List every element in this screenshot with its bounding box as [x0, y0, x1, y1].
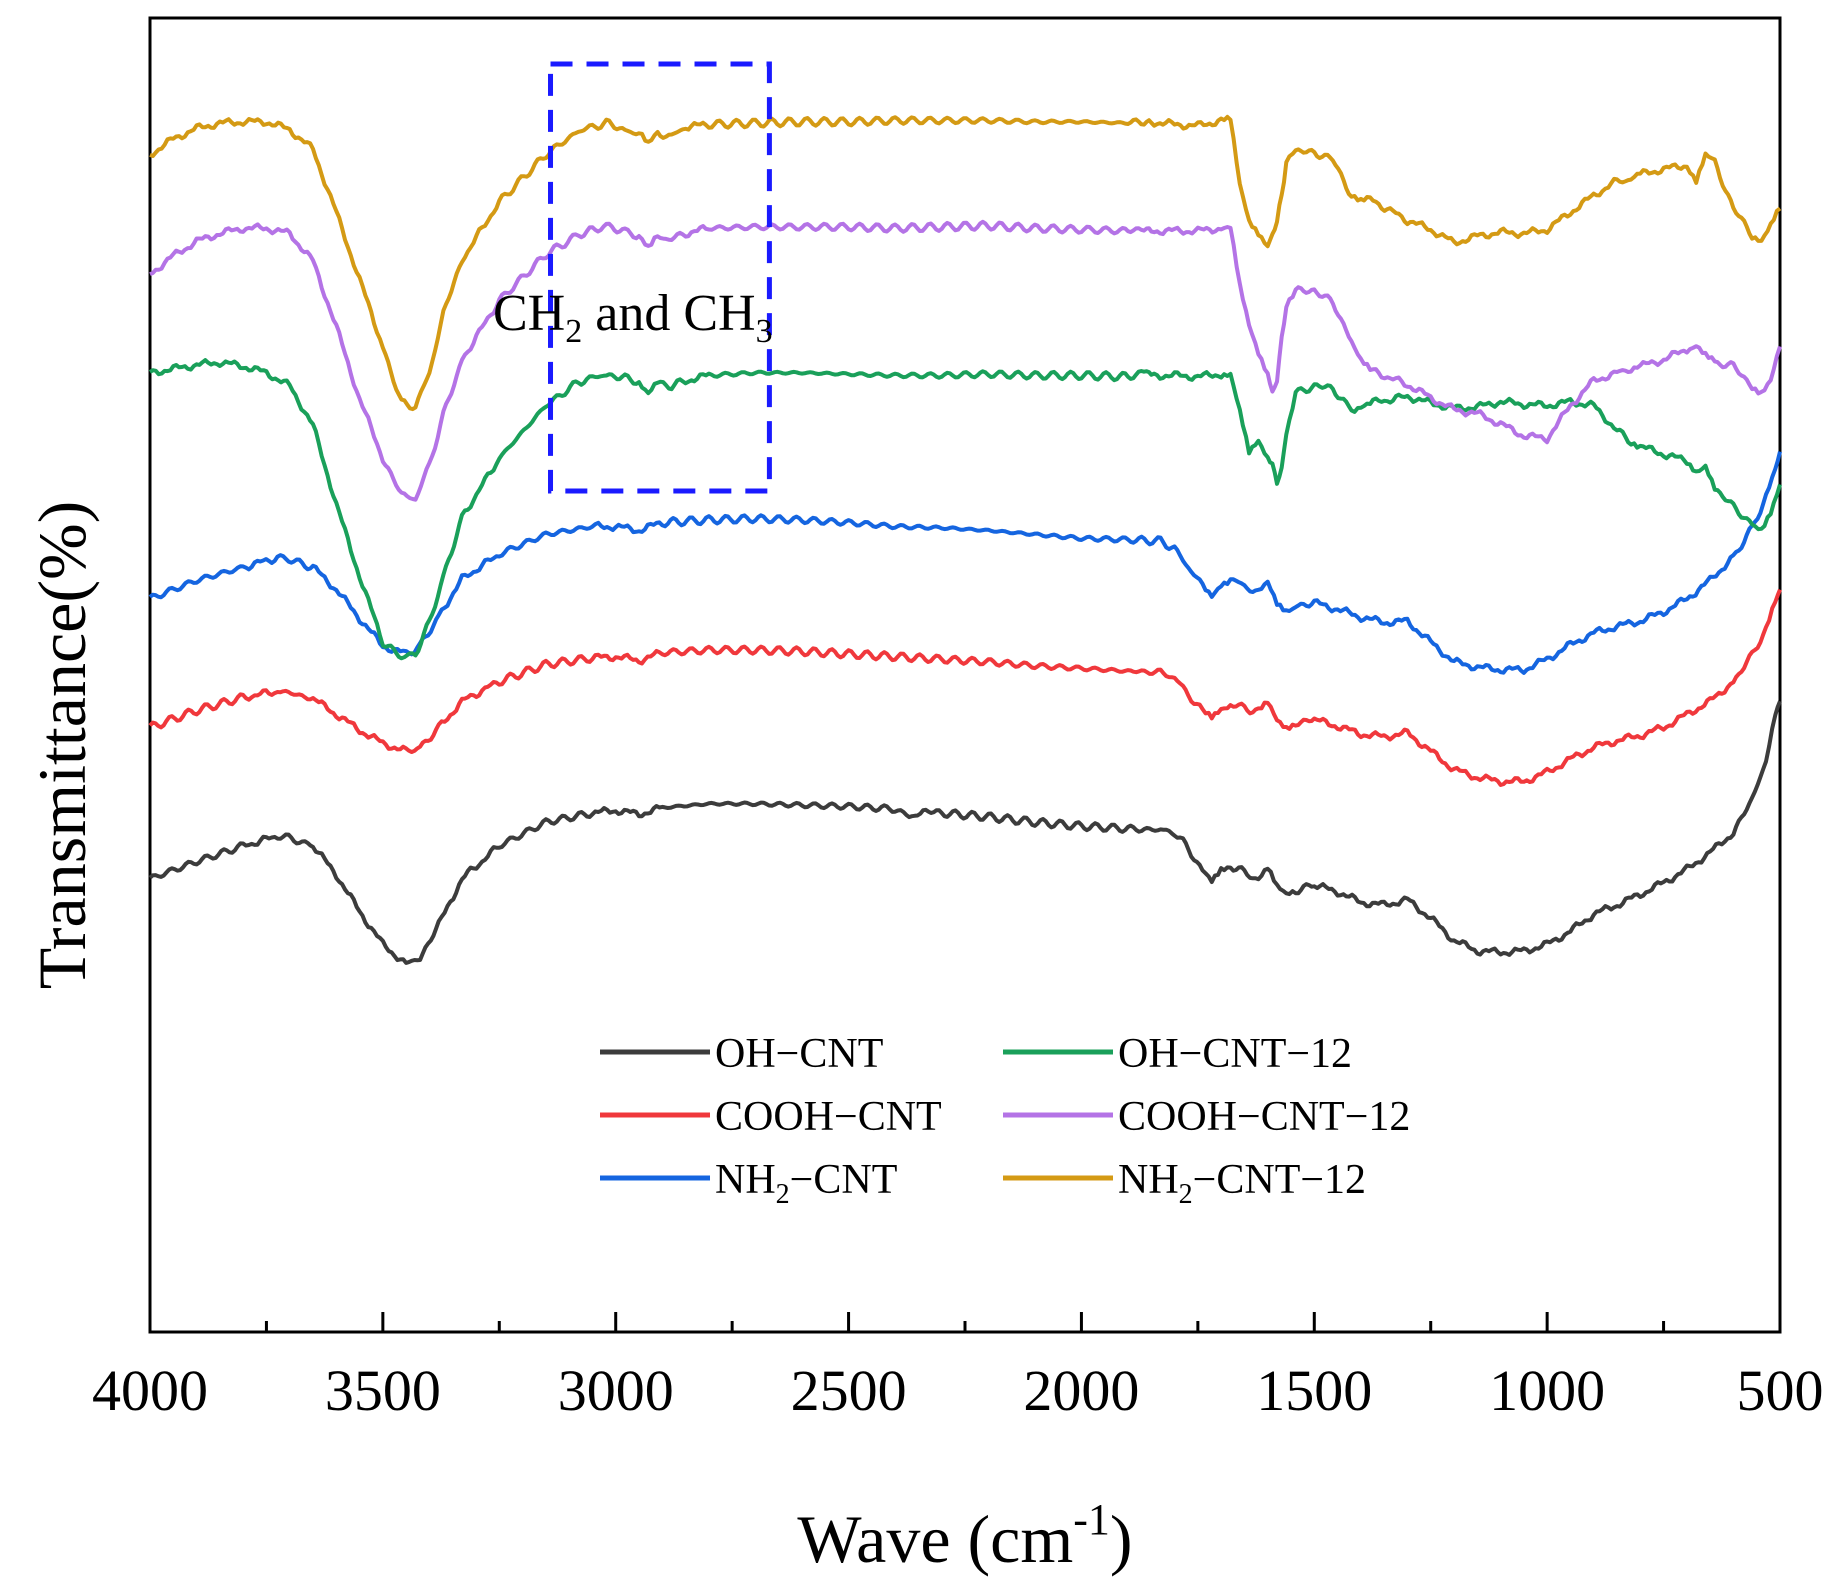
x-axis-label-close: ): [1110, 1501, 1133, 1577]
series-line: [148, 358, 1782, 661]
legend-label-rest: −CNT−12: [1193, 1157, 1366, 1203]
legend-label-main: NH: [1118, 1157, 1179, 1203]
legend-label-sub: 2: [1179, 1179, 1193, 1210]
legend-label: OH−CNT: [715, 1031, 883, 1077]
series-line: [148, 700, 1782, 965]
annotation-text: CH2 and CH3: [493, 285, 773, 350]
legend-label: OH−CNT−12: [1118, 1031, 1352, 1077]
x-axis-label-main: Wave (cm: [797, 1501, 1073, 1577]
annotation-ch-a: CH: [493, 285, 565, 342]
legend-label-rest: −CNT: [790, 1157, 898, 1203]
x-tick-label: 2500: [791, 1358, 907, 1423]
legend-label: NH2−CNT−12: [1118, 1157, 1366, 1210]
annotation-sub-b: 3: [756, 313, 773, 350]
series-line: [149, 114, 1782, 412]
x-tick-label: 1000: [1489, 1358, 1605, 1423]
x-tick-label: 3500: [325, 1358, 441, 1423]
x-tick-label: 2000: [1023, 1358, 1139, 1423]
annotation-layer: CH2 and CH3: [493, 61, 773, 494]
annotation-mid: and CH: [582, 285, 755, 342]
x-tick-label: 500: [1737, 1358, 1824, 1423]
plot-area: [148, 16, 1782, 1334]
x-tick-label: 1500: [1256, 1358, 1372, 1423]
x-tick-label: 3000: [558, 1358, 674, 1423]
x-axis-label-sup: -1: [1073, 1495, 1110, 1544]
series-line: [149, 219, 1782, 502]
annotation-sub-a: 2: [565, 313, 582, 350]
legend-label: COOH−CNT: [715, 1094, 942, 1140]
series-line: [148, 588, 1782, 787]
annotation-dashed-box: [548, 61, 772, 494]
x-axis: 4000 3500 3000 2500 2000 1500 1000 500: [92, 1312, 1824, 1423]
legend-label-main: NH: [715, 1157, 776, 1203]
series-layer: [148, 114, 1782, 965]
y-axis-label: Transmittance(%): [24, 501, 100, 989]
legend-label-sub: 2: [776, 1179, 790, 1210]
plot-frame: [148, 16, 1782, 1334]
legend-label: COOH−CNT−12: [1118, 1094, 1410, 1140]
x-axis-label: Wave (cm-1): [797, 1495, 1132, 1577]
x-tick-label: 4000: [92, 1358, 208, 1423]
legend-label: NH2−CNT: [715, 1157, 897, 1210]
